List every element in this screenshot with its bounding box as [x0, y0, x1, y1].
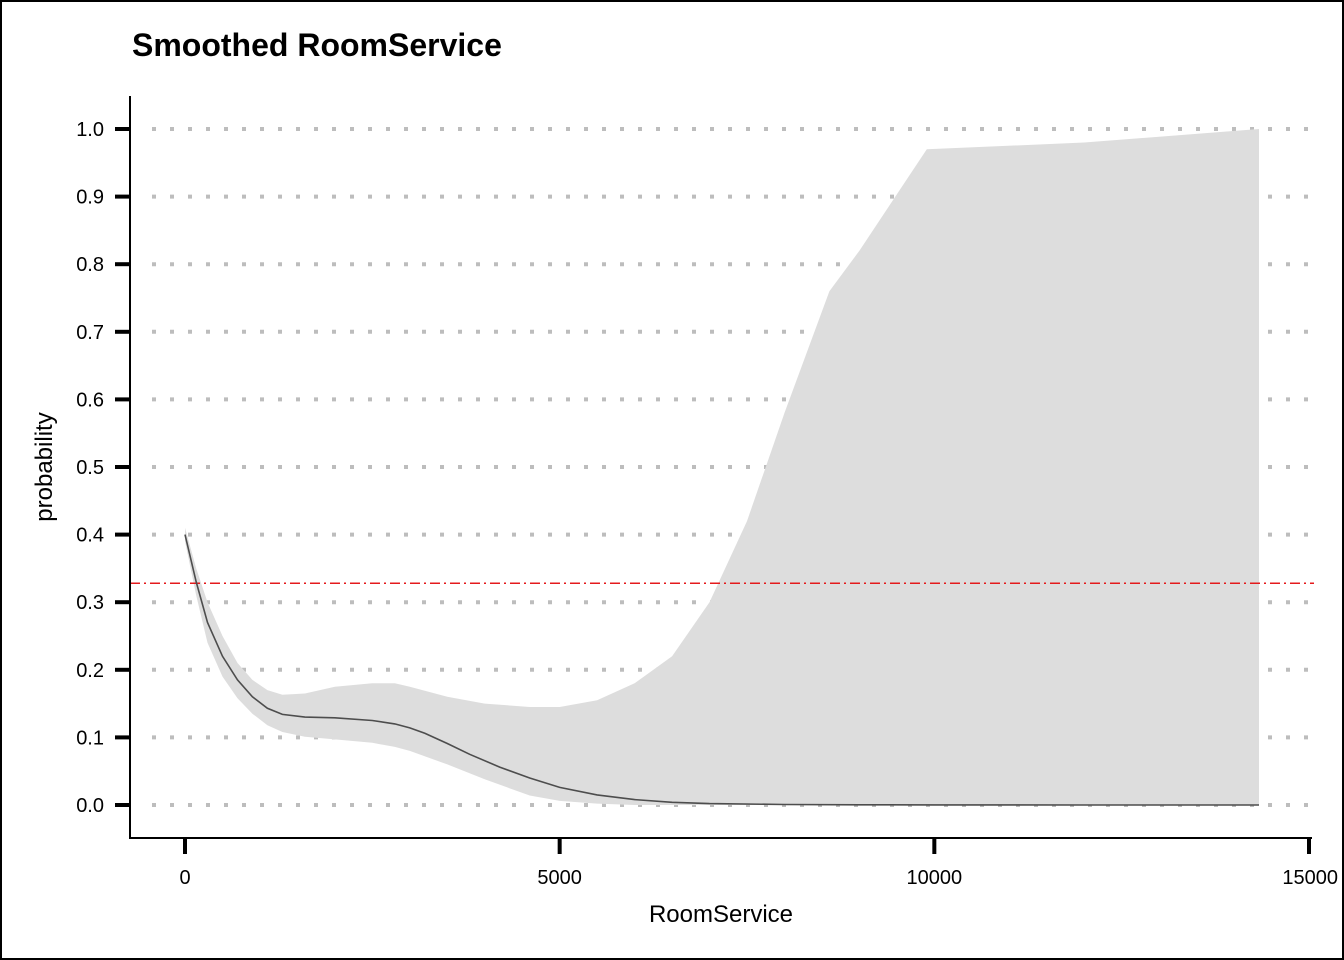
y-tick-label-7: 0.7: [76, 322, 104, 344]
smoothed-line-0: [184, 534, 1259, 806]
axis-layer: 0.0 0.1 0.2 0.3 0.4 0.5 0.6 0.7 0.8 0.9 1.0 0 5000 10…: [76, 96, 1338, 889]
y-tick-label-1: 0.1: [76, 727, 104, 749]
x-axis-label: RoomService: [649, 901, 793, 928]
y-tick-label-0: 0.0: [76, 795, 104, 817]
x-tick-label-3: 15000: [1282, 867, 1338, 889]
chart-title: Smoothed RoomService: [132, 27, 502, 63]
y-tick-label-9: 0.9: [76, 187, 104, 209]
y-tick-label-8: 0.8: [76, 254, 104, 276]
y-tick-label-10: 1.0: [76, 119, 104, 141]
y-tick-label-4: 0.4: [76, 525, 104, 547]
confidence-band: [185, 129, 1259, 805]
band-layer: [185, 129, 1259, 805]
y-tick-label-5: 0.5: [76, 457, 104, 479]
x-tick-label-2: 10000: [907, 867, 963, 889]
y-axis-label: probability: [31, 412, 58, 521]
y-tick-label-3: 0.3: [76, 592, 104, 614]
y-tick-label-6: 0.6: [76, 389, 104, 411]
line-layer: [184, 534, 1259, 806]
y-tick-label-2: 0.2: [76, 660, 104, 682]
x-tick-label-1: 5000: [537, 867, 582, 889]
x-tick-label-0: 0: [179, 867, 190, 889]
